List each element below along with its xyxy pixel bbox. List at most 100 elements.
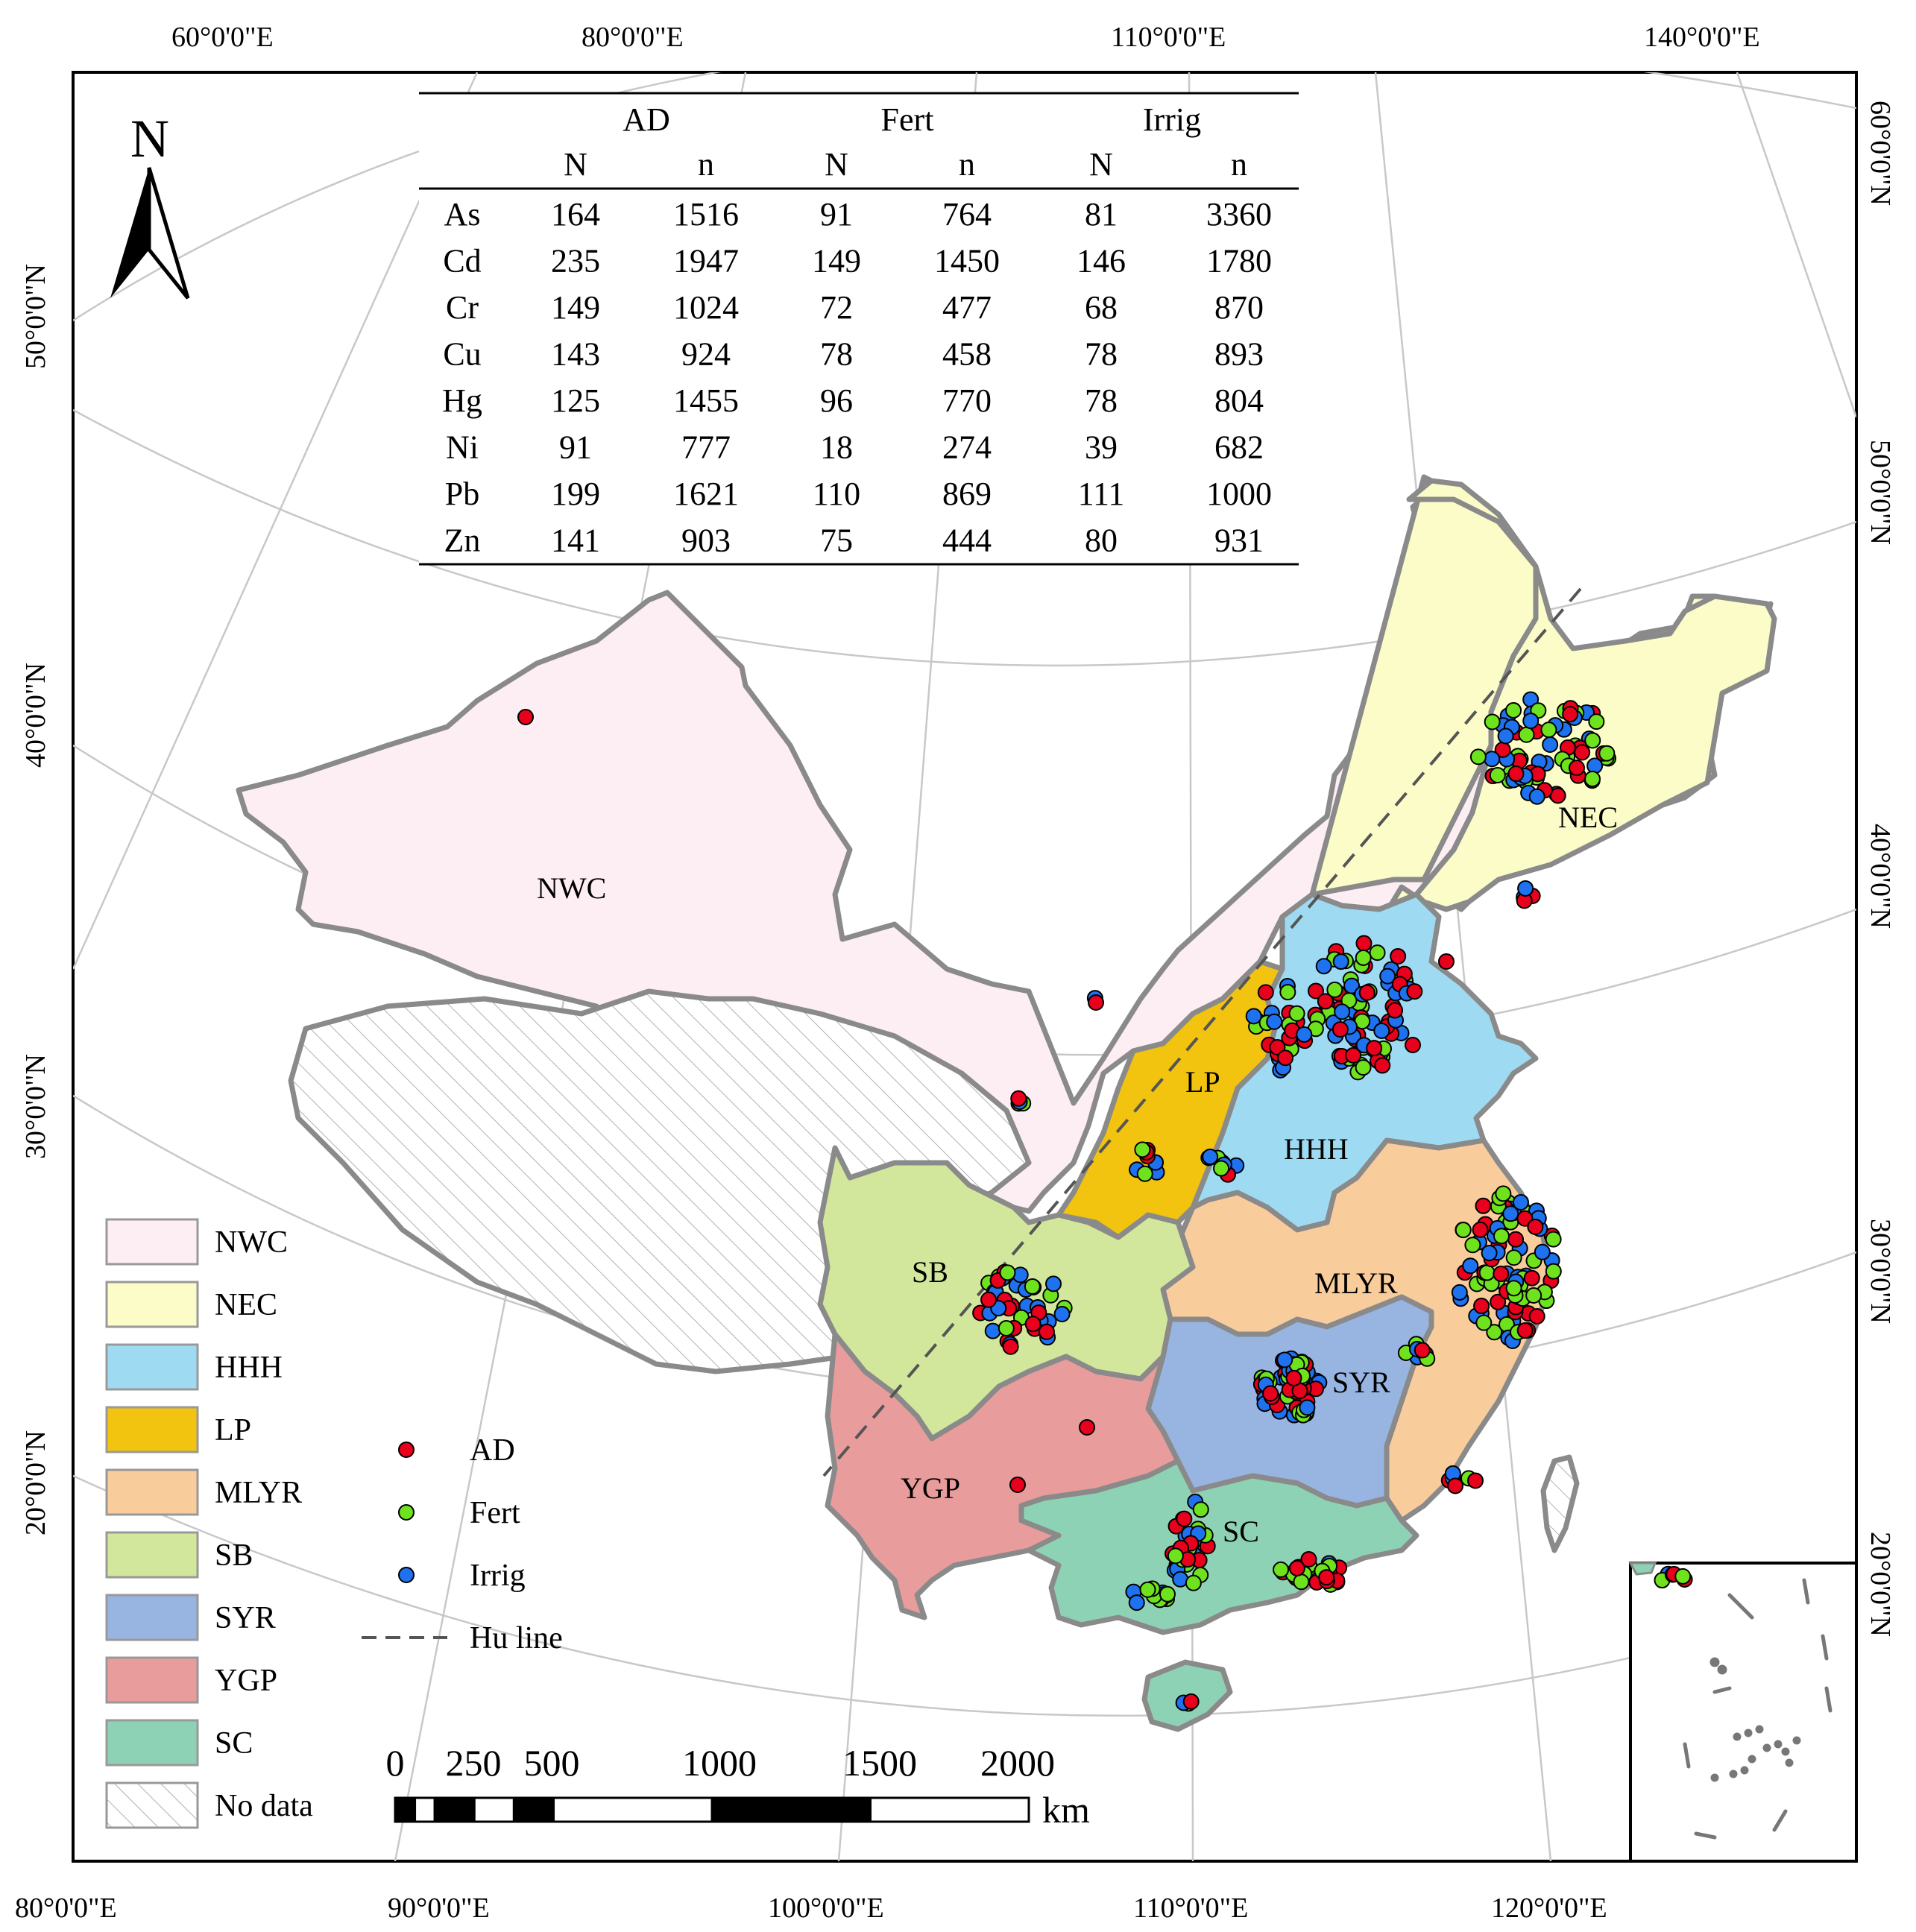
sample-point	[1475, 1197, 1492, 1214]
scale-bar: 0 250 500 1000 1500 2000 km	[386, 1742, 1091, 1831]
table-cell: 111	[1078, 476, 1125, 512]
scale-bar-tick-label: 1000	[682, 1742, 757, 1784]
legend-label: NEC	[215, 1288, 277, 1322]
table-cell: 1516	[673, 196, 739, 233]
top-label-1: 60°0'0"E	[171, 22, 274, 53]
table-sub-header: n	[698, 146, 714, 183]
sample-point	[1472, 1221, 1489, 1238]
sample-point	[1374, 1057, 1391, 1074]
sample-point	[1516, 1322, 1534, 1339]
legend-point	[398, 1567, 415, 1583]
sample-point	[1332, 953, 1349, 970]
sample-point	[1475, 1314, 1493, 1331]
legend-swatch	[105, 1594, 199, 1641]
sample-point	[1493, 1265, 1510, 1282]
sample-point	[1002, 1338, 1019, 1355]
sample-point	[1262, 1385, 1279, 1402]
table-cell: 274	[942, 429, 992, 466]
sample-point	[1497, 727, 1514, 745]
sample-point	[1277, 1049, 1294, 1067]
table-group-header: Fert	[881, 101, 934, 138]
sample-point	[984, 1322, 1001, 1339]
table-cell: 141	[551, 523, 600, 559]
sample-point	[1528, 788, 1545, 805]
north-arrow-right	[147, 167, 190, 300]
table-cell: 477	[942, 289, 992, 326]
table-cell: 764	[942, 196, 992, 233]
bottom-label-4: 110°0'0"E	[1133, 1892, 1248, 1924]
sample-point	[1540, 722, 1557, 739]
table-sub-header: n	[1231, 146, 1247, 183]
scale-bar-segment	[869, 1796, 1030, 1823]
sample-point	[1493, 1228, 1510, 1245]
sample-point	[1317, 993, 1334, 1010]
sample-point	[1568, 760, 1585, 777]
table-background	[419, 93, 1299, 564]
right-label-1: 60°0'0"N	[1865, 101, 1896, 206]
sample-point	[1523, 1269, 1540, 1287]
graticule-labels: 60°0'0"E 80°0'0"E 110°0'0"E 140°0'0"E 80…	[15, 22, 1896, 1924]
sample-point	[1343, 977, 1361, 994]
legend-point-label: Fert	[470, 1496, 520, 1530]
table-cell: 78	[820, 336, 853, 373]
table-cell: 3360	[1206, 196, 1272, 233]
sample-point	[980, 1291, 998, 1308]
sample-point	[1495, 1185, 1512, 1202]
scale-bar-segment	[433, 1796, 476, 1823]
sample-point	[1438, 953, 1455, 970]
sample-point	[1674, 1568, 1692, 1585]
left-label-3: 30°0'0"N	[20, 1054, 51, 1159]
table-cell: 164	[551, 196, 600, 233]
sample-point	[1502, 1205, 1519, 1222]
north-arrow: N	[110, 109, 190, 300]
left-label-1: 50°0'0"N	[20, 264, 51, 369]
sample-point	[1405, 1037, 1421, 1053]
sample-point	[1245, 1008, 1262, 1025]
table-cell: 903	[681, 523, 731, 559]
left-label-2: 40°0'0"N	[20, 663, 51, 768]
scale-bar-segment	[414, 1796, 436, 1823]
sample-point	[1288, 1005, 1305, 1022]
sample-point	[1355, 1059, 1372, 1076]
table-cell: 75	[820, 523, 853, 559]
table-row-metal: Cu	[443, 336, 481, 373]
table-cell: 110	[813, 476, 860, 512]
point-legend: AD Fert Irrig Hu line	[362, 1433, 563, 1655]
sample-point	[1478, 1264, 1496, 1281]
region-label-sc: SC	[1223, 1515, 1259, 1548]
region-label-ygp: YGP	[901, 1471, 960, 1505]
table-sub-header: N	[1089, 146, 1113, 183]
region-label-sb: SB	[912, 1255, 948, 1289]
sample-point	[1159, 1585, 1176, 1603]
table-cell: 458	[942, 336, 992, 373]
sample-point	[1044, 1275, 1062, 1292]
table-cell: 1621	[673, 476, 739, 512]
sample-point	[1490, 1293, 1507, 1310]
sample-point	[1285, 1369, 1302, 1386]
inset-map	[1628, 1562, 1858, 1863]
legend-label: SYR	[215, 1601, 276, 1635]
legend-label: SC	[215, 1726, 253, 1761]
sample-point	[1299, 1399, 1316, 1416]
top-label-2: 80°0'0"E	[582, 22, 684, 53]
top-label-4: 140°0'0"E	[1644, 22, 1760, 53]
sample-point	[1451, 1284, 1468, 1301]
table-row-metal: Hg	[442, 382, 482, 419]
table-cell: 199	[551, 476, 600, 512]
sample-point	[1584, 732, 1601, 749]
sample-point	[1469, 748, 1487, 765]
legend-swatch	[105, 1218, 199, 1266]
sample-point	[999, 1264, 1016, 1281]
sample-point	[1598, 745, 1616, 762]
sample-point	[1276, 1351, 1293, 1368]
region-label-hhh: HHH	[1284, 1132, 1349, 1166]
sample-point	[1512, 1193, 1529, 1210]
sample-point	[1318, 1569, 1335, 1586]
table-cell: 149	[551, 289, 600, 326]
scale-bar-tick-label: 250	[446, 1742, 502, 1784]
legend-swatch	[105, 1343, 199, 1391]
sample-point	[1379, 967, 1396, 985]
sample-point	[1345, 1046, 1362, 1064]
